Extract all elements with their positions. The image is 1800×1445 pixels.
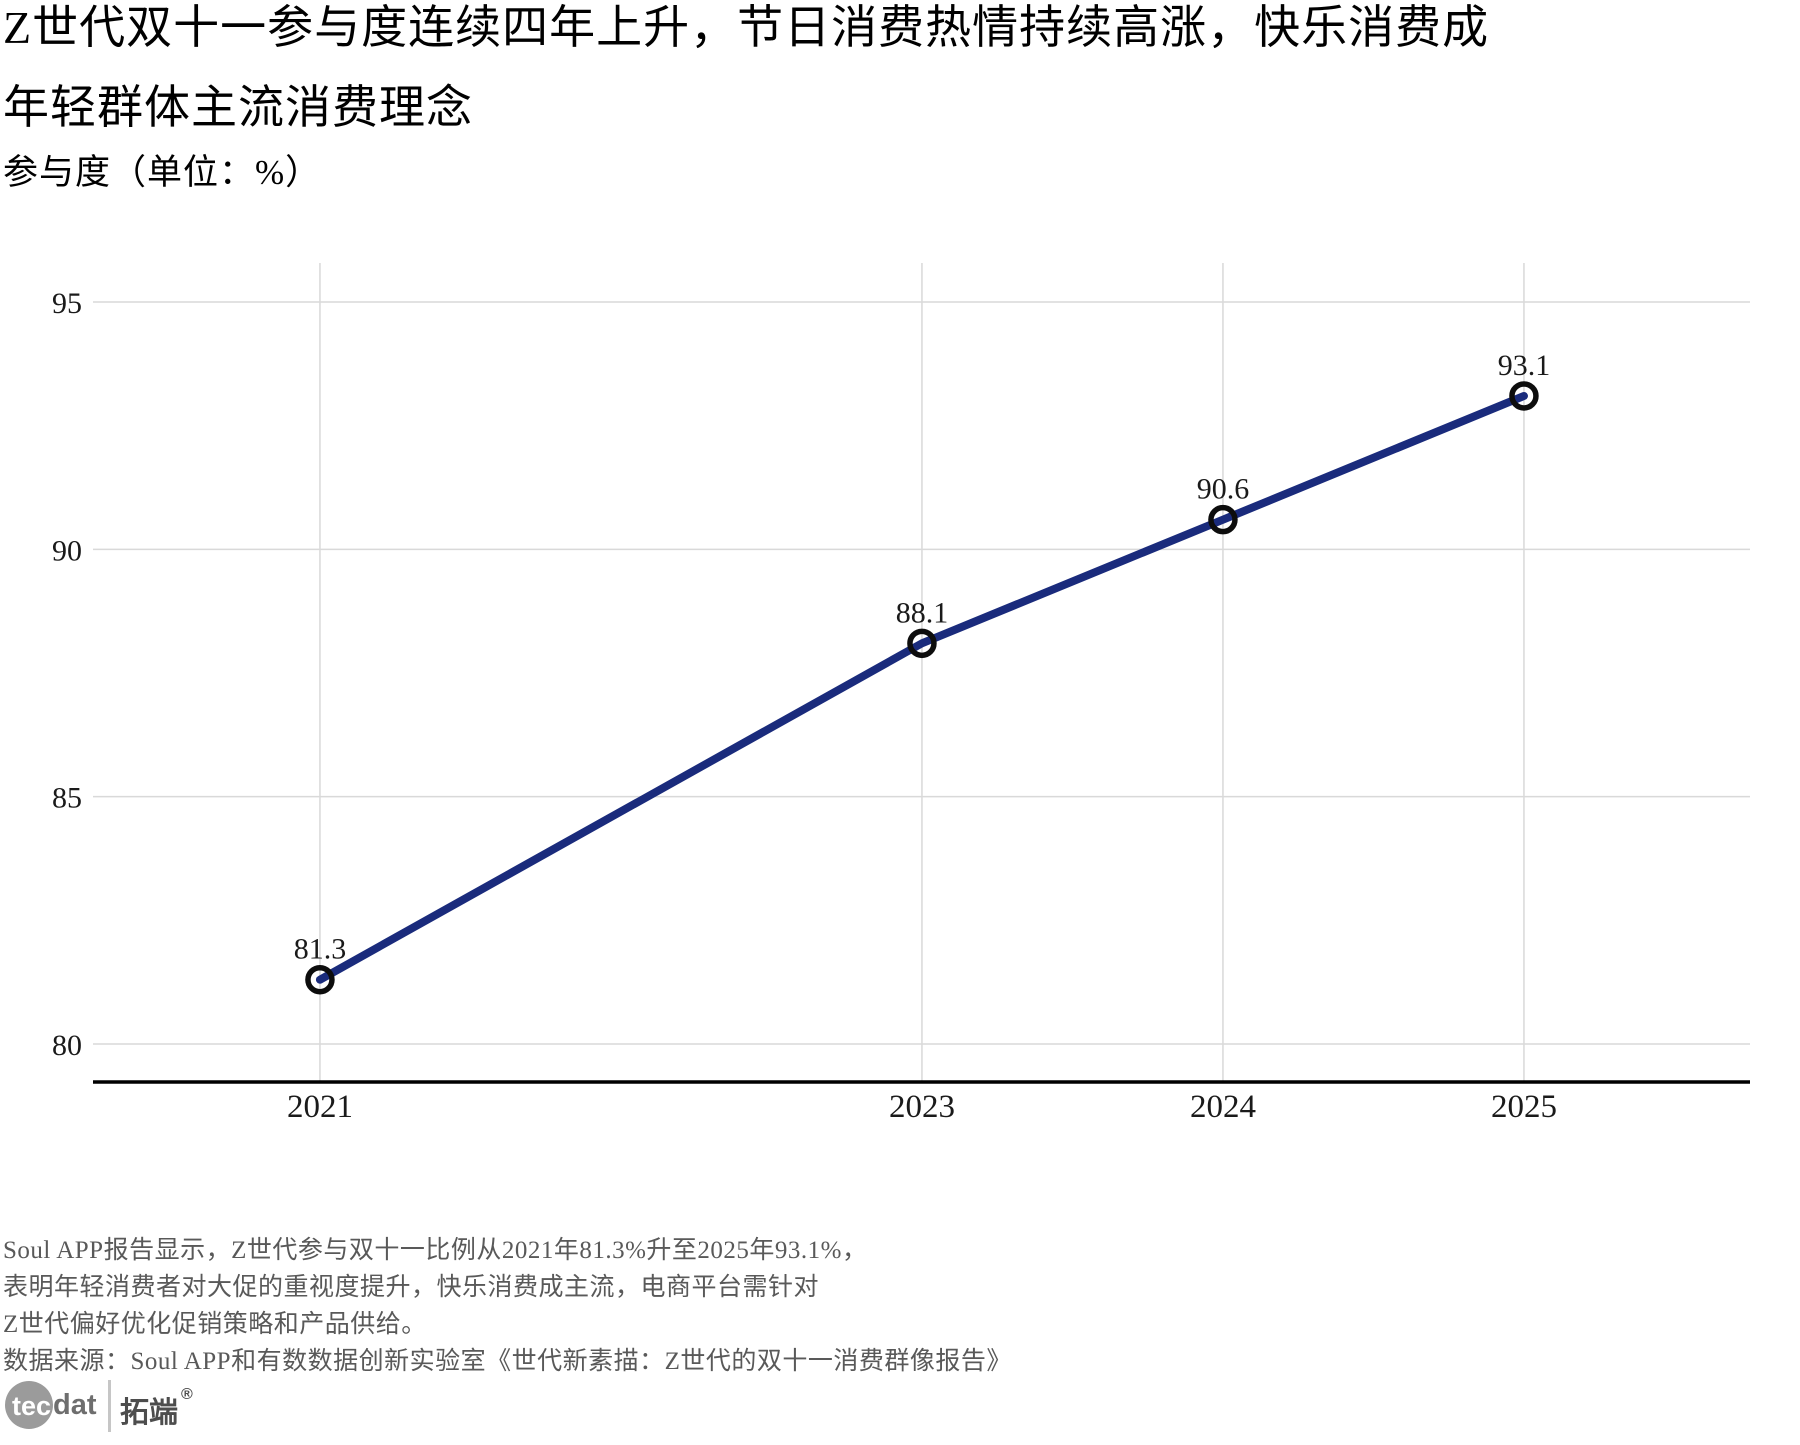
data-point-marker [1208,504,1238,535]
x-tick-label: 2023 [889,1089,955,1125]
logo-text-dat: dat [53,1389,97,1421]
note-line: 表明年轻消费者对大促的重视度提升，快乐消费成主流，电商平台需针对 [3,1274,820,1301]
y-tick-label: 80 [52,1029,82,1062]
note-line: Soul APP报告显示，Z世代参与双十一比例从2021年81.3%升至2025… [3,1237,868,1264]
logo-text-cn: 拓端 [120,1397,179,1429]
page-title-line2: 年轻群体主流消费理念 [3,82,473,133]
page-title-line1: Z世代双十一参与度连续四年上升，节日消费热情持续高涨，快乐消费成 [3,2,1490,53]
x-tick-label: 2021 [287,1089,353,1125]
logo-text-tec: tec [12,1391,52,1421]
data-point-label: 81.3 [294,933,347,966]
data-point-marker [305,964,335,995]
x-tick-label: 2025 [1491,1089,1557,1125]
data-point-label: 93.1 [1498,349,1551,382]
trend-line [315,391,1528,984]
y-axis-unit-label: 参与度（单位：%） [3,153,322,192]
y-tick-label: 90 [52,534,82,567]
tecdat-logo: tec dat 拓端 ® [5,1380,305,1438]
note-line: Z世代偏好优化促销策略和产品供给。 [3,1311,427,1338]
data-point-label: 88.1 [896,596,949,629]
registered-trademark-icon: ® [181,1386,193,1403]
data-source-line: 数据来源：Soul APP和有数数据创新实验室《世代新素描：Z世代的双十一消费群… [3,1348,1012,1375]
chart-notes: Soul APP报告显示，Z世代参与双十一比例从2021年81.3%升至2025… [3,1232,1403,1380]
y-tick-label: 85 [52,782,82,815]
page-title: Z世代双十一参与度连续四年上升，节日消费热情持续高涨，快乐消费成 年轻群体主流消… [3,0,1783,148]
data-point-label: 90.6 [1197,473,1250,506]
data-point-marker [1509,381,1539,411]
logo-divider [108,1380,111,1432]
data-point-marker [907,628,937,659]
logo-circle-icon [5,1381,53,1429]
y-tick-label: 95 [52,287,82,320]
x-tick-label: 2024 [1190,1089,1256,1125]
